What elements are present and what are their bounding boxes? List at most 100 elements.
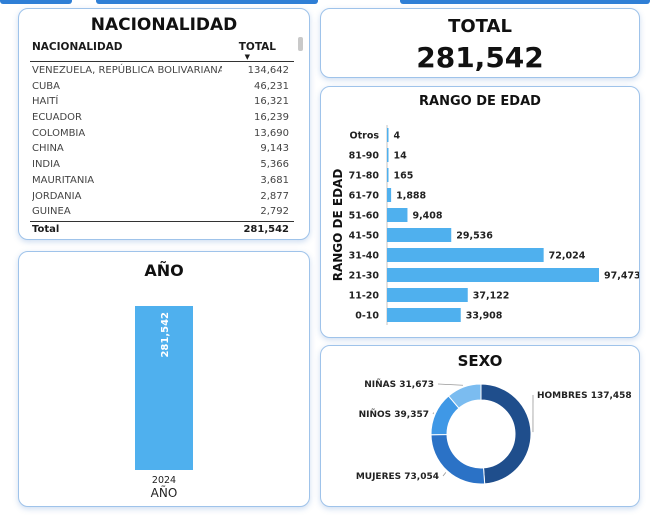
category-tick-label: 71-80	[349, 171, 380, 182]
row-total: 46,231	[254, 80, 289, 92]
slice-label: NIÑOS 39,357	[359, 409, 429, 420]
category-tick-label: 51-60	[349, 211, 380, 222]
row-country: CUBA	[32, 80, 61, 92]
row-country: GUINEA	[32, 206, 71, 218]
slice-leader-line	[432, 412, 434, 415]
rango-edad-card: RANGO DE EDAD RANGO DE EDAD Otros 4 81-90 14…	[320, 86, 640, 338]
category-tick-label: 21-30	[349, 271, 380, 282]
row-total: 13,690	[254, 127, 289, 139]
table-row[interactable]: CHINA 9,143	[30, 141, 294, 157]
category-tick-label: 11-20	[349, 291, 380, 302]
anio-card: AÑO 281,542 2024 AÑO	[18, 251, 310, 507]
table-row[interactable]: HAITÍ 16,321	[30, 94, 294, 110]
row-total: 5,366	[260, 159, 289, 171]
sexo-donut-chart: HOMBRES 137,458 MUJERES 73,054 NIÑOS 39,35…	[356, 379, 632, 485]
bar-value-label: 33,908	[466, 311, 503, 322]
total-row-label: Total	[32, 224, 60, 235]
bar-value-label: 281,542	[160, 312, 171, 358]
row-country: ECUADOR	[32, 112, 82, 124]
bar-value-label: 165	[394, 171, 414, 182]
age-range-bar[interactable]	[387, 128, 389, 142]
row-country: CHINA	[32, 143, 64, 155]
bar-value-label: 97,473	[604, 271, 639, 282]
x-axis-label: AÑO	[151, 485, 178, 500]
top-tab-indicator	[0, 0, 72, 4]
bar-value-label: 4	[394, 131, 401, 142]
top-tab-indicator	[96, 0, 318, 4]
donut-slice[interactable]	[430, 433, 486, 485]
age-range-bar[interactable]	[387, 268, 599, 282]
table-scrollbar[interactable]	[298, 37, 303, 51]
rango-edad-chart: RANGO DE EDAD Otros 4 81-90 14 71-80 165 61-70 1…	[331, 125, 639, 325]
row-country: INDIA	[32, 159, 60, 171]
table-row[interactable]: INDIA 5,366	[30, 157, 294, 173]
bar-value-label: 29,536	[456, 231, 493, 242]
age-range-bar[interactable]	[387, 228, 452, 242]
table-row[interactable]: COLOMBIA 13,690	[30, 126, 294, 142]
y-axis-label: RANGO DE EDAD	[331, 169, 345, 282]
age-range-bar[interactable]	[387, 148, 389, 162]
table-row[interactable]: ECUADOR 16,239	[30, 110, 294, 126]
age-range-bar[interactable]	[387, 308, 461, 322]
category-tick-label: 2024	[152, 475, 176, 486]
top-tab-indicator	[400, 0, 650, 4]
anio-title: AÑO	[144, 261, 184, 280]
row-total: 9,143	[260, 143, 289, 155]
bar-value-label: 1,888	[396, 191, 426, 202]
nacionalidad-title: NACIONALIDAD	[90, 15, 238, 35]
donut-slice[interactable]	[480, 383, 532, 485]
category-tick-label: 81-90	[349, 151, 380, 162]
rango-edad-title: RANGO DE EDAD	[419, 94, 541, 109]
age-range-bar[interactable]	[387, 168, 389, 182]
bar-value-label: 9,408	[412, 211, 442, 222]
column-header-total[interactable]: TOTAL	[238, 41, 276, 53]
table-body: VENEZUELA, REPÚBLICA BOLIVARIANA DE 134,6…	[30, 63, 294, 220]
table-header: NACIONALIDAD TOTAL ▼	[30, 39, 294, 62]
row-country: COLOMBIA	[32, 127, 86, 139]
table-row[interactable]: VENEZUELA, REPÚBLICA BOLIVARIANA DE 134,6…	[30, 63, 294, 79]
category-tick-label: 61-70	[349, 191, 380, 202]
row-total: 16,239	[254, 112, 289, 124]
donut-slice[interactable]	[447, 383, 482, 409]
age-range-bar[interactable]	[387, 208, 408, 222]
table-total-row: Total 281,542	[30, 221, 294, 238]
row-total: 16,321	[254, 96, 289, 108]
slice-leader-line	[442, 472, 447, 477]
row-country: JORDANIA	[32, 190, 82, 202]
table-row[interactable]: MAURITANIA 3,681	[30, 173, 294, 189]
age-range-bar[interactable]	[387, 248, 544, 262]
nacionalidad-table-card: NACIONALIDAD NACIONALIDAD TOTAL ▼ VENEZU…	[18, 8, 310, 240]
slice-leader-line	[437, 383, 464, 386]
sexo-title: SEXO	[457, 352, 503, 370]
total-title: TOTAL	[448, 16, 512, 37]
slice-label: MUJERES 73,054	[356, 472, 439, 482]
category-tick-label: Otros	[350, 131, 380, 142]
column-header-nacionalidad[interactable]: NACIONALIDAD	[32, 41, 123, 53]
bar-value-label: 37,122	[473, 291, 510, 302]
category-tick-label: 41-50	[349, 231, 380, 242]
row-total: 2,877	[260, 190, 289, 202]
bar-value-label: 14	[394, 151, 408, 162]
row-country: VENEZUELA, REPÚBLICA BOLIVARIANA DE	[32, 65, 222, 76]
row-total: 3,681	[260, 174, 289, 186]
row-country: HAITÍ	[32, 96, 59, 108]
category-tick-label: 31-40	[349, 251, 380, 262]
slice-label: NIÑAS 31,673	[364, 379, 434, 390]
row-total: 2,792	[260, 206, 289, 218]
sexo-card: SEXO HOMBRES 137,458 MUJERES 73,054 NIÑOS …	[320, 345, 640, 507]
age-range-bar[interactable]	[387, 288, 468, 302]
total-value: 281,542	[416, 41, 544, 74]
category-tick-label: 0-10	[355, 311, 379, 322]
table-row[interactable]: CUBA 46,231	[30, 79, 294, 95]
bar-value-label: 72,024	[549, 251, 586, 262]
year-bar[interactable]	[135, 306, 193, 470]
sort-descending-icon: ▼	[244, 53, 250, 61]
age-range-bar[interactable]	[387, 188, 392, 202]
table-row[interactable]: JORDANIA 2,877	[30, 189, 294, 205]
slice-label: HOMBRES 137,458	[537, 391, 632, 401]
total-card: TOTAL 281,542	[320, 8, 640, 78]
row-country: MAURITANIA	[32, 174, 95, 186]
table-row[interactable]: GUINEA 2,792	[30, 204, 294, 220]
total-row-value: 281,542	[243, 224, 289, 235]
